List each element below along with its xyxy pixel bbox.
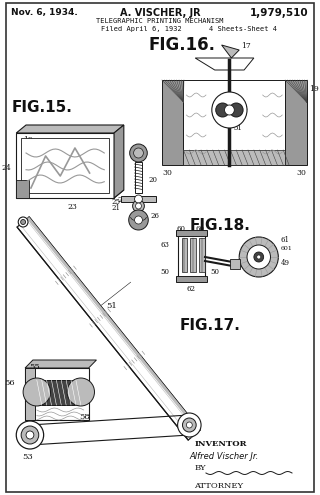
Bar (285, 80, 307, 165)
Circle shape (21, 219, 26, 225)
Text: ATTORNEY: ATTORNEY (194, 482, 243, 490)
Bar (176, 276, 207, 282)
Bar (183, 80, 285, 165)
Text: INVENTOR: INVENTOR (194, 440, 247, 448)
Text: 49: 49 (280, 259, 289, 267)
Circle shape (254, 252, 264, 262)
Circle shape (130, 144, 147, 162)
Circle shape (135, 216, 142, 224)
Circle shape (187, 422, 192, 428)
Polygon shape (25, 360, 96, 368)
Text: 24: 24 (2, 164, 12, 172)
Bar (121, 196, 156, 202)
Polygon shape (16, 125, 124, 133)
Text: BY: BY (194, 464, 206, 472)
Circle shape (132, 200, 144, 212)
Text: 31: 31 (233, 124, 242, 132)
Text: 20: 20 (148, 176, 157, 184)
Circle shape (21, 426, 39, 444)
Text: 51: 51 (106, 302, 117, 310)
Text: 60: 60 (176, 225, 185, 233)
Bar (183, 150, 285, 165)
Text: 601: 601 (280, 246, 292, 250)
Bar (37, 380, 81, 405)
Text: Filed April 6, 1932: Filed April 6, 1932 (101, 26, 182, 32)
Circle shape (135, 195, 142, 203)
Circle shape (178, 413, 201, 437)
Text: 50: 50 (211, 268, 220, 276)
Polygon shape (230, 259, 240, 269)
Text: 4 Sheets-Sheet 4: 4 Sheets-Sheet 4 (209, 26, 277, 32)
Polygon shape (17, 217, 200, 440)
Text: FIG.15.: FIG.15. (12, 100, 72, 115)
Text: FIG.17.: FIG.17. (180, 318, 240, 333)
Polygon shape (16, 180, 29, 198)
Circle shape (23, 378, 51, 406)
Circle shape (225, 105, 234, 115)
Polygon shape (195, 58, 254, 70)
Text: 19: 19 (308, 85, 318, 93)
Circle shape (247, 245, 270, 269)
Text: FIG.18.: FIG.18. (189, 218, 250, 233)
Polygon shape (16, 133, 114, 198)
Polygon shape (16, 190, 124, 198)
Text: 62: 62 (187, 285, 196, 293)
Bar (181, 238, 188, 272)
Text: 25: 25 (112, 198, 121, 206)
Text: 50: 50 (161, 268, 170, 276)
Polygon shape (27, 217, 200, 432)
Polygon shape (114, 125, 124, 198)
Circle shape (257, 255, 261, 259)
Circle shape (16, 421, 44, 449)
Polygon shape (21, 138, 109, 193)
Text: Nov. 6, 1934.: Nov. 6, 1934. (12, 8, 78, 17)
Circle shape (239, 237, 278, 277)
Text: 58: 58 (79, 413, 90, 421)
Text: TELEGRAPHIC PRINTING MECHANISM: TELEGRAPHIC PRINTING MECHANISM (96, 18, 224, 24)
Text: 25: 25 (148, 196, 157, 204)
Text: 21: 21 (112, 204, 121, 212)
Text: 30: 30 (162, 169, 172, 177)
Text: FIG.16.: FIG.16. (148, 36, 215, 54)
Bar (178, 235, 205, 277)
Bar (176, 230, 207, 236)
Circle shape (18, 217, 28, 227)
Text: 23: 23 (67, 203, 77, 211)
Circle shape (129, 210, 148, 230)
Bar (199, 238, 205, 272)
Text: 20: 20 (226, 120, 235, 128)
Circle shape (212, 92, 247, 128)
Text: 60: 60 (196, 225, 204, 233)
Circle shape (136, 203, 141, 209)
Bar (25, 368, 35, 420)
Bar (25, 368, 89, 420)
Circle shape (133, 148, 143, 158)
Bar (162, 80, 183, 165)
Text: 32: 32 (239, 104, 248, 112)
Bar (190, 238, 196, 272)
Bar (135, 162, 142, 193)
Text: 22: 22 (212, 105, 221, 113)
Circle shape (216, 103, 229, 117)
Text: 19: 19 (23, 136, 33, 144)
Text: 30: 30 (297, 169, 307, 177)
Text: 17: 17 (241, 42, 251, 50)
Text: 26: 26 (150, 212, 159, 220)
Circle shape (182, 418, 196, 432)
Text: 61: 61 (280, 236, 289, 244)
Text: 55: 55 (29, 363, 40, 371)
Text: Alfred Vischer Jr.: Alfred Vischer Jr. (189, 452, 259, 461)
Text: 56: 56 (5, 379, 15, 387)
Text: A. VISCHER, JR: A. VISCHER, JR (120, 8, 200, 18)
Text: 22: 22 (117, 196, 127, 204)
Circle shape (229, 103, 243, 117)
Circle shape (26, 431, 34, 439)
Text: 53: 53 (23, 453, 33, 461)
Text: 1,979,510: 1,979,510 (250, 8, 308, 18)
Text: 63: 63 (161, 241, 170, 249)
Polygon shape (222, 45, 239, 58)
Circle shape (67, 378, 94, 406)
